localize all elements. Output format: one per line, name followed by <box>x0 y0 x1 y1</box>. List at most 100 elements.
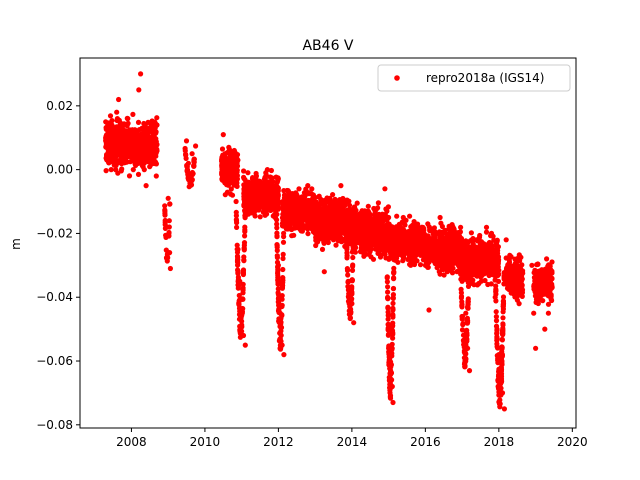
data-point <box>349 223 355 229</box>
data-point <box>365 203 371 209</box>
data-point <box>312 226 318 232</box>
data-point <box>434 242 440 248</box>
data-point <box>221 166 227 172</box>
data-point <box>151 129 157 135</box>
data-point <box>266 206 272 212</box>
data-point <box>250 207 256 213</box>
data-point <box>517 292 523 298</box>
data-point <box>224 189 230 195</box>
data-point <box>250 188 256 194</box>
data-point <box>141 157 147 163</box>
data-point <box>154 146 160 152</box>
data-point <box>284 224 290 230</box>
data-point <box>511 275 517 282</box>
data-point <box>103 126 109 132</box>
data-point <box>114 116 120 122</box>
data-point <box>483 224 490 230</box>
data-point <box>269 175 275 181</box>
data-point <box>462 242 468 248</box>
data-point <box>295 215 301 221</box>
data-point <box>313 236 319 242</box>
data-point <box>308 198 315 204</box>
data-point <box>322 230 328 236</box>
data-point <box>130 111 136 117</box>
data-point <box>354 200 360 206</box>
data-point <box>281 188 287 194</box>
data-point <box>436 269 442 275</box>
data-point <box>432 248 438 254</box>
data-point <box>512 282 519 288</box>
data-point <box>520 270 526 276</box>
data-point <box>375 237 381 243</box>
data-point <box>135 119 142 125</box>
data-point <box>468 230 474 236</box>
data-point <box>324 216 330 222</box>
data-point <box>375 200 381 206</box>
data-point <box>408 224 414 230</box>
data-point <box>321 202 328 208</box>
data-point <box>139 125 145 131</box>
data-point <box>263 194 269 200</box>
data-point <box>495 278 502 284</box>
data-point <box>378 252 384 258</box>
data-point <box>139 163 145 169</box>
data-point <box>243 190 249 196</box>
data-point <box>549 259 555 265</box>
data-point <box>424 253 430 259</box>
data-point <box>433 231 439 237</box>
data-point <box>256 207 262 213</box>
data-point <box>352 217 358 223</box>
data-point <box>330 224 336 230</box>
data-point <box>363 224 369 230</box>
data-point <box>447 251 453 257</box>
data-point <box>333 242 339 248</box>
data-point <box>330 216 336 222</box>
data-point <box>291 225 298 231</box>
data-point <box>219 146 226 152</box>
data-point <box>412 258 418 265</box>
data-point <box>303 216 309 222</box>
data-point <box>252 213 258 219</box>
data-point <box>314 216 321 222</box>
data-point <box>442 227 448 233</box>
data-point <box>352 205 358 211</box>
data-point <box>111 132 118 138</box>
data-point <box>407 213 413 219</box>
data-point <box>318 224 325 231</box>
data-point <box>301 190 307 196</box>
data-point <box>472 248 478 254</box>
data-point <box>495 244 501 250</box>
data-point <box>347 202 353 208</box>
points-layer <box>103 71 555 412</box>
data-point <box>394 213 400 219</box>
data-point <box>279 199 285 205</box>
data-point <box>136 149 143 155</box>
data-point <box>386 221 392 227</box>
data-point <box>268 201 274 207</box>
data-point <box>405 256 411 262</box>
data-point <box>222 178 229 185</box>
data-point <box>146 158 152 164</box>
data-point <box>243 196 249 202</box>
data-point <box>483 229 490 235</box>
data-point <box>220 161 226 167</box>
data-point <box>274 207 280 213</box>
data-point <box>400 255 406 261</box>
data-point <box>275 188 281 194</box>
data-point <box>299 194 305 200</box>
data-point <box>387 235 393 241</box>
data-point <box>227 176 233 182</box>
data-point <box>268 167 274 174</box>
data-point <box>384 208 390 214</box>
data-point <box>316 194 322 200</box>
chart-title: AB46 V <box>302 38 353 54</box>
data-point <box>406 251 412 257</box>
data-point <box>496 257 502 263</box>
data-point <box>344 197 350 203</box>
data-point <box>452 247 458 254</box>
data-point <box>126 148 132 154</box>
data-point <box>104 145 111 151</box>
data-point <box>518 254 524 260</box>
data-point <box>305 231 311 237</box>
